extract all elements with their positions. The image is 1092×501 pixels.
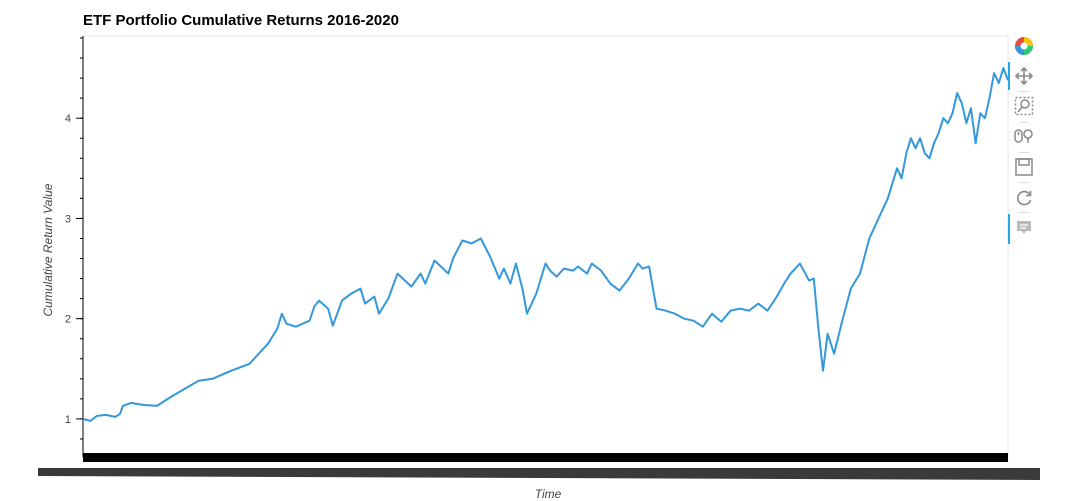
bokeh-logo-icon[interactable] (1012, 34, 1036, 58)
y-tick-label: 1 (65, 414, 71, 426)
save-icon[interactable] (1012, 155, 1036, 179)
chart-title: ETF Portfolio Cumulative Returns 2016-20… (83, 12, 399, 29)
x-axis-tick-band (83, 453, 1008, 462)
chart-toolbar (1008, 34, 1040, 244)
series-line (82, 67, 1009, 422)
y-tick-label: 4 (65, 113, 71, 125)
x-axis-label: Time (534, 487, 562, 501)
y-axis-label: Cumulative Return Value (41, 183, 55, 317)
x-axis-tick-labels-band (38, 468, 1040, 480)
hover-icon[interactable] (1012, 216, 1036, 240)
box-zoom-icon[interactable] (1012, 94, 1036, 118)
wheel-zoom-icon[interactable] (1012, 124, 1036, 148)
y-tick-label: 2 (65, 314, 71, 326)
pan-icon[interactable] (1012, 64, 1036, 88)
reset-icon[interactable] (1012, 186, 1036, 210)
y-tick-label: 3 (65, 213, 71, 225)
plot-frame (82, 35, 1009, 458)
